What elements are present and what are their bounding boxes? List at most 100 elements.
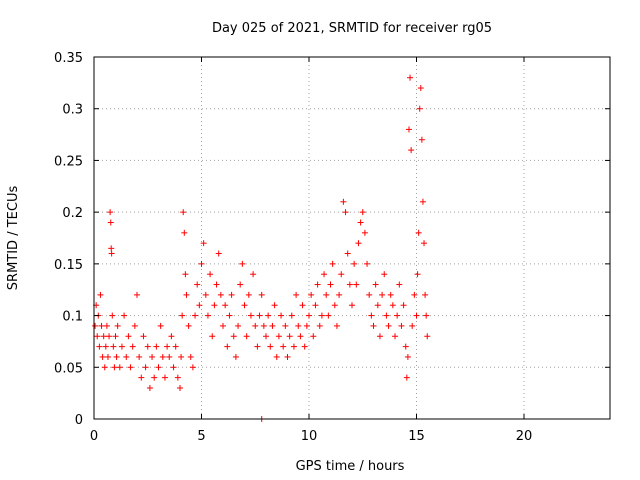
data-point	[149, 353, 156, 360]
x-tick-label: 10	[301, 429, 318, 444]
x-tick-label: 0	[90, 429, 98, 444]
data-point	[110, 343, 117, 350]
plot-area-frame	[93, 56, 611, 420]
data-point	[288, 312, 295, 319]
data-point	[179, 312, 186, 319]
data-point	[306, 312, 312, 319]
data-point	[308, 291, 315, 298]
data-point	[213, 281, 220, 288]
data-point	[323, 291, 330, 298]
data-point	[338, 271, 345, 278]
data-point	[376, 333, 383, 340]
y-tick-label: 0.3	[62, 103, 83, 118]
data-point	[178, 353, 185, 360]
data-point	[172, 343, 179, 350]
data-point	[297, 333, 304, 340]
data-point	[204, 312, 211, 319]
data-point	[295, 322, 302, 329]
data-point	[263, 333, 269, 340]
data-point	[239, 260, 246, 267]
data-point	[282, 322, 289, 329]
data-point	[394, 312, 401, 319]
data-point	[405, 126, 412, 133]
data-point	[331, 302, 338, 309]
data-point	[217, 291, 224, 298]
data-point	[333, 322, 340, 329]
data-point	[96, 343, 103, 350]
chart-title: Day 025 of 2021, SRMTID for receiver rg0…	[212, 21, 492, 36]
data-point	[301, 343, 308, 350]
data-point	[402, 343, 409, 350]
data-point	[196, 302, 203, 309]
data-point	[153, 343, 160, 350]
data-point	[280, 343, 287, 350]
data-point	[325, 312, 332, 319]
data-point	[151, 374, 158, 381]
data-point	[416, 105, 423, 112]
data-point	[113, 353, 120, 360]
y-tick-label: 0.1	[62, 310, 83, 325]
data-point	[414, 271, 421, 278]
data-point	[271, 302, 278, 309]
data-point	[418, 136, 425, 143]
data-point	[104, 353, 111, 360]
data-point	[220, 322, 226, 329]
x-tick-label: 5	[197, 429, 205, 444]
data-point	[381, 271, 388, 278]
data-point	[200, 240, 207, 247]
data-point	[424, 333, 431, 340]
data-point	[92, 322, 99, 329]
data-point	[118, 343, 125, 350]
data-point	[202, 291, 209, 298]
data-point	[136, 353, 143, 360]
data-point	[209, 333, 216, 340]
data-point	[278, 312, 285, 319]
data-point	[107, 219, 114, 226]
data-point	[237, 281, 244, 288]
data-point	[419, 198, 426, 205]
data-point	[398, 322, 405, 329]
data-point	[230, 333, 237, 340]
data-point	[403, 374, 410, 381]
data-point	[116, 364, 123, 371]
data-point	[314, 281, 321, 288]
data-point	[254, 343, 261, 350]
data-point	[275, 333, 282, 340]
data-point	[256, 312, 263, 319]
data-point	[408, 147, 415, 154]
data-point	[372, 281, 379, 288]
data-point	[100, 333, 107, 340]
data-point	[385, 322, 392, 329]
data-point	[252, 322, 259, 329]
data-point	[185, 322, 192, 329]
data-point	[400, 302, 407, 309]
data-point	[336, 291, 343, 298]
data-point	[417, 85, 424, 92]
data-point	[224, 343, 231, 350]
data-point	[321, 271, 328, 278]
data-point	[194, 281, 201, 288]
data-point	[94, 333, 101, 340]
data-point	[109, 312, 116, 319]
y-tick-label: 0.35	[54, 51, 83, 66]
data-point	[293, 291, 300, 298]
data-point	[103, 322, 110, 329]
data-points	[92, 74, 431, 422]
data-point	[303, 322, 310, 329]
grid-lines	[94, 57, 610, 419]
data-point	[161, 374, 168, 381]
data-point	[364, 260, 371, 267]
data-point	[310, 333, 317, 340]
data-point	[134, 291, 140, 298]
data-point	[344, 250, 351, 257]
data-point	[241, 302, 248, 309]
data-point	[166, 353, 173, 360]
data-point	[138, 374, 145, 381]
data-point	[258, 291, 265, 298]
data-point	[131, 322, 138, 329]
data-point	[98, 322, 105, 329]
data-point	[144, 343, 151, 350]
data-point	[155, 364, 162, 371]
data-point	[192, 312, 199, 319]
